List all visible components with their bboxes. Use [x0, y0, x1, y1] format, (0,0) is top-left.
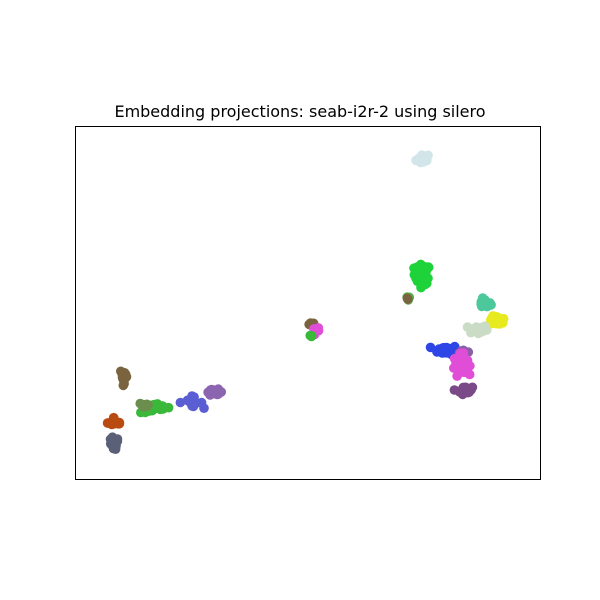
scatter-point	[479, 323, 489, 334]
scatter-point	[213, 387, 223, 397]
scatter-point	[118, 380, 129, 391]
scatter-point	[416, 152, 426, 162]
scatter-point	[453, 355, 463, 366]
scatter-point	[455, 364, 465, 374]
scatter-point	[465, 361, 475, 371]
scatter-point	[175, 397, 186, 408]
scatter-point	[420, 268, 430, 278]
scatter-point	[425, 342, 436, 353]
points-layer	[102, 150, 509, 455]
scatter-point	[409, 263, 419, 274]
chart-title: Embedding projections: seab-i2r-2 using …	[114, 102, 486, 121]
scatter-point	[191, 398, 201, 409]
plot-area	[75, 126, 541, 480]
scatter-point	[306, 331, 317, 342]
scatter-point	[486, 313, 497, 324]
scatter-point	[117, 372, 128, 383]
scatter-point	[471, 322, 482, 332]
scatter-point	[498, 313, 509, 324]
scatter-point	[199, 403, 209, 414]
scatter-point	[155, 404, 166, 415]
scatter-point	[403, 294, 413, 305]
scatter-point	[459, 382, 470, 393]
scatter-point	[478, 300, 489, 311]
scatter-point	[139, 402, 149, 412]
scatter-point	[107, 417, 118, 428]
scatter-point	[112, 436, 123, 447]
